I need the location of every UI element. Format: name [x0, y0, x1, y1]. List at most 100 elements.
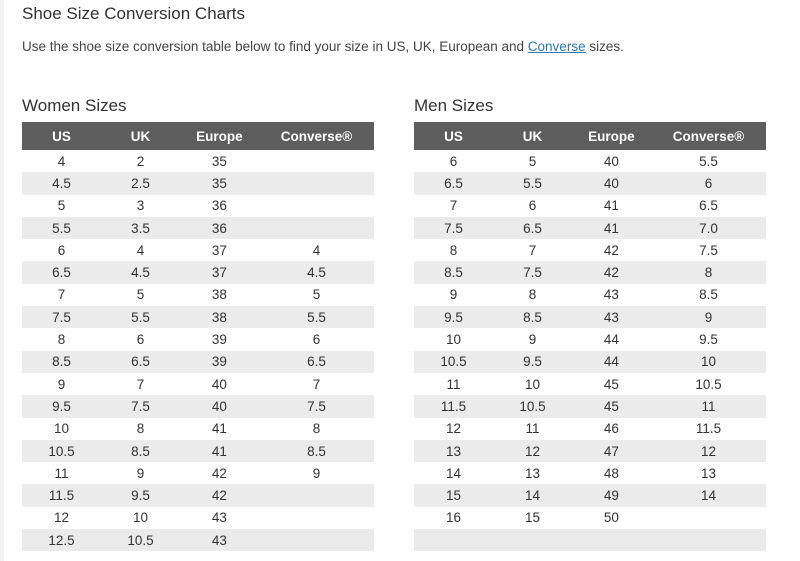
table-row: 14 13 48 13 — [414, 462, 766, 485]
table-header-row: US UK Europe Converse® — [22, 122, 374, 150]
table-cell: 7 — [414, 194, 493, 217]
table-cell: 3 — [100, 194, 180, 217]
table-cell — [492, 529, 572, 552]
table-cell: 12 — [414, 417, 493, 440]
table-cell: 37 — [179, 239, 259, 262]
table-cell: 5 — [22, 194, 101, 217]
table-row: 10 9 44 9.5 — [414, 328, 766, 351]
table-cell: 43 — [571, 306, 651, 329]
table-cell: 5.5 — [100, 306, 180, 329]
table-cell: 6 — [22, 239, 101, 262]
table-cell: 11.5 — [22, 484, 101, 507]
table-cell: 14 — [414, 462, 493, 485]
table-cell: 8 — [414, 239, 493, 262]
table-row: 9 7 40 7 — [22, 372, 374, 396]
table-row: 12 11 46 11.5 — [414, 417, 766, 440]
table-cell: 10.5 — [22, 439, 101, 463]
table-cell: 11 — [492, 417, 572, 440]
column-header: Converse® — [258, 122, 374, 150]
table-row: 12.5 10.5 43 — [22, 529, 374, 552]
table-row: 6 5 40 5.5 — [414, 150, 766, 173]
table-cell: 50 — [571, 506, 651, 530]
table-cell: 6 — [650, 172, 766, 195]
table-row: 10 8 41 8 — [22, 417, 374, 440]
table-row: 5 3 36 — [22, 194, 374, 217]
table-cell: 8.5 — [650, 283, 766, 307]
table-cell: 8.5 — [258, 439, 374, 463]
table-cell: 40 — [179, 372, 259, 396]
table-cell: 12 — [22, 506, 101, 530]
table-cell: 40 — [571, 150, 651, 173]
table-cell: 47 — [571, 439, 651, 463]
table-cell: 44 — [571, 328, 651, 351]
table-cell: 10.5 — [414, 350, 493, 373]
table-cell: 5.5 — [650, 150, 766, 173]
table-row: 4.5 2.5 35 — [22, 172, 374, 195]
table-cell: 14 — [650, 484, 766, 507]
table-row: 11 9 42 9 — [22, 462, 374, 485]
table-cell — [258, 150, 374, 173]
table-row: 8 7 42 7.5 — [414, 239, 766, 262]
table-cell: 40 — [571, 172, 651, 195]
table-cell: 7.5 — [492, 261, 572, 284]
table-cell: 9 — [100, 462, 180, 485]
table-cell: 10 — [22, 417, 101, 440]
table-cell — [650, 529, 766, 552]
table-row: 5.5 3.5 36 — [22, 216, 374, 240]
table-cell: 5 — [258, 283, 374, 307]
table-cell: 7.5 — [258, 395, 374, 418]
table-row: 13 12 47 12 — [414, 439, 766, 463]
table-row: 6 4 37 4 — [22, 239, 374, 262]
column-header: Europe — [571, 122, 651, 150]
table-cell: 9.5 — [650, 328, 766, 351]
table-cell — [258, 484, 374, 507]
table-cell: 42 — [571, 239, 651, 262]
table-cell: 40 — [179, 395, 259, 418]
table-row: 8 6 39 6 — [22, 328, 374, 351]
table-cell: 10.5 — [492, 395, 572, 418]
table-cell: 12.5 — [22, 529, 101, 552]
table-cell: 9 — [492, 328, 572, 351]
table-cell: 10.5 — [100, 529, 180, 552]
table-cell: 9 — [258, 462, 374, 485]
table-row: 9.5 7.5 40 7.5 — [22, 395, 374, 418]
table-row: 7.5 6.5 41 7.0 — [414, 216, 766, 240]
table-cell: 11 — [414, 372, 493, 396]
column-header: US — [22, 122, 101, 150]
converse-link[interactable]: Converse — [527, 39, 586, 54]
table-cell: 6 — [414, 150, 493, 173]
table-cell — [258, 529, 374, 552]
table-cell: 39 — [179, 328, 259, 351]
men-sizes-heading: Men Sizes — [414, 96, 494, 115]
table-cell: 6.5 — [22, 261, 101, 284]
table-cell: 38 — [179, 306, 259, 329]
table-cell: 43 — [179, 506, 259, 530]
table-cell: 6.5 — [650, 194, 766, 217]
table-cell: 8.5 — [22, 350, 101, 373]
table-row: 7 5 38 5 — [22, 283, 374, 307]
intro-text-start: Use the shoe size conversion table below… — [22, 39, 528, 54]
column-header: UK — [100, 122, 180, 150]
table-row: 9 8 43 8.5 — [414, 283, 766, 307]
intro-text: Use the shoe size conversion table below… — [22, 39, 624, 54]
table-row: 8.5 7.5 42 8 — [414, 261, 766, 284]
table-cell: 8 — [100, 417, 180, 440]
table-cell: 10 — [100, 506, 180, 530]
table-cell: 4.5 — [22, 172, 101, 195]
table-cell: 6.5 — [258, 350, 374, 373]
table-cell — [258, 216, 374, 240]
table-cell: 2 — [100, 150, 180, 173]
table-cell: 8 — [258, 417, 374, 440]
table-cell: 35 — [179, 172, 259, 195]
table-cell — [258, 194, 374, 217]
table-cell: 7.5 — [650, 239, 766, 262]
table-row: 16 15 50 — [414, 506, 766, 530]
table-cell: 11 — [650, 395, 766, 418]
table-row: 12 10 43 — [22, 506, 374, 530]
left-divider — [0, 0, 4, 561]
table-cell: 7.5 — [22, 306, 101, 329]
table-cell: 4.5 — [100, 261, 180, 284]
table-cell: 7 — [22, 283, 101, 307]
table-cell: 9.5 — [100, 484, 180, 507]
